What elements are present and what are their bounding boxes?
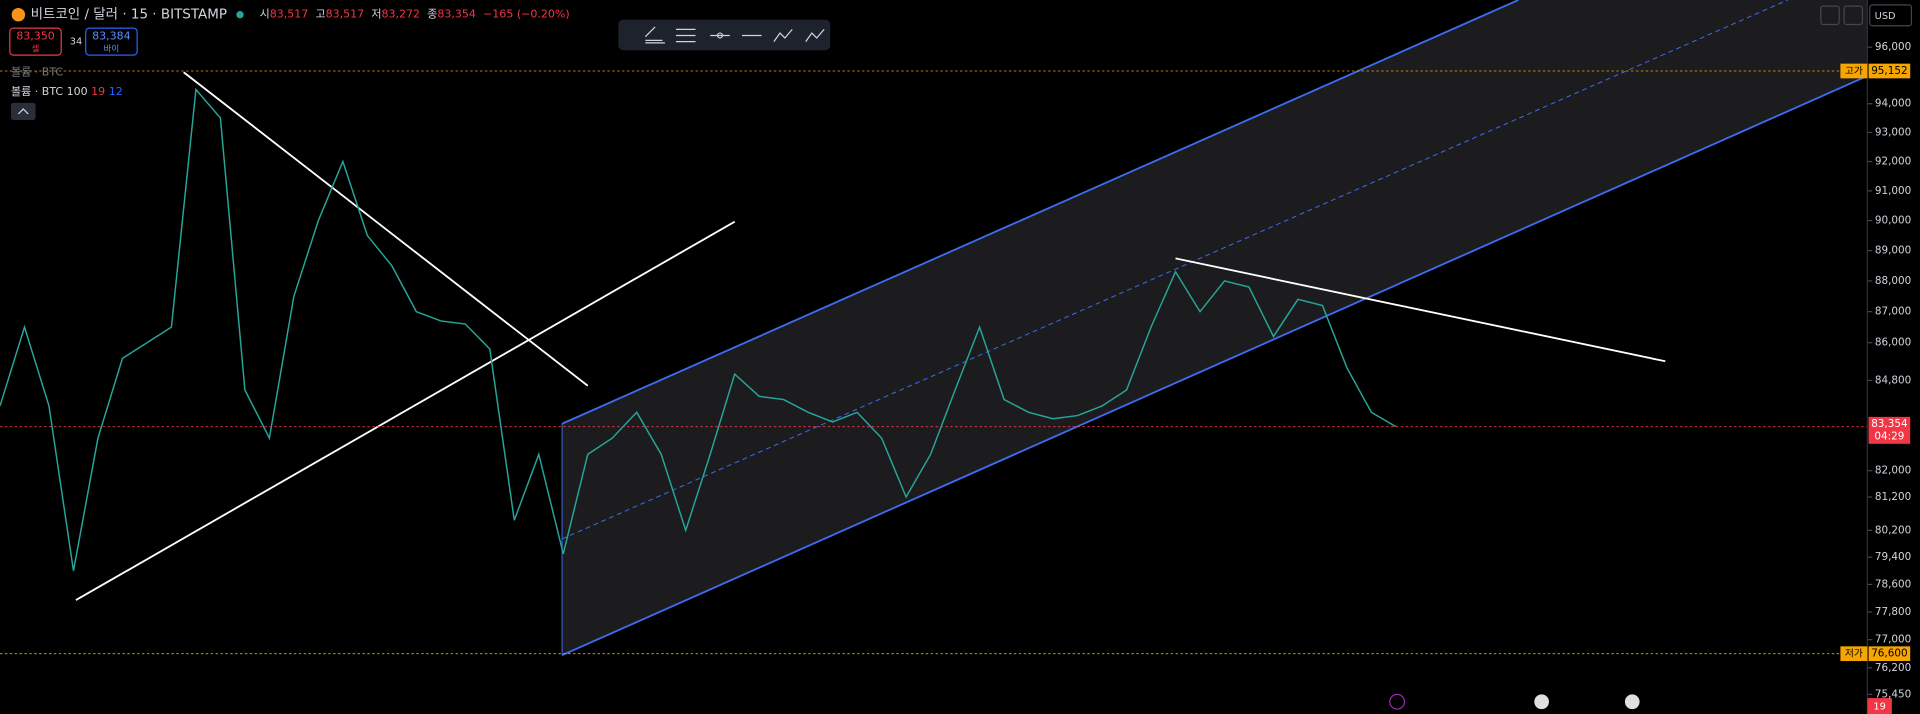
refresh-button[interactable] <box>1843 5 1864 26</box>
y-tick-label: 96,000 <box>1875 41 1911 53</box>
coin-icon <box>11 7 26 22</box>
low-tag: 저가 <box>1845 648 1863 660</box>
low-label-bg <box>1868 646 1911 662</box>
price-line <box>0 87 1397 571</box>
download-button[interactable] <box>1820 5 1840 26</box>
y-tick-label: 77,800 <box>1875 606 1911 618</box>
y-tick-label: 78,600 <box>1875 578 1911 590</box>
event-icon[interactable] <box>1389 693 1406 710</box>
last-price-bg <box>1868 416 1911 444</box>
y-tick-label: 75,450 <box>1875 688 1911 700</box>
buy-button[interactable] <box>85 27 138 56</box>
y-tick-label: 91,000 <box>1875 185 1911 197</box>
y-tick-label: 93,000 <box>1875 126 1911 138</box>
y-tick-label: 89,000 <box>1875 245 1911 257</box>
y-tick-label: 87,000 <box>1875 306 1911 318</box>
ohlc: 시83,517 고83,517 저83,272 종83,354 −165 (−0… <box>260 8 570 21</box>
high-label-bg <box>1868 63 1911 79</box>
y-tick-label: 94,000 <box>1875 98 1911 110</box>
y-tick-label: 92,000 <box>1875 156 1911 168</box>
y-tick-label: 90,000 <box>1875 215 1911 227</box>
y-tick-label: 79,400 <box>1875 551 1911 563</box>
y-tick-label: 77,000 <box>1875 634 1911 646</box>
sell-button[interactable] <box>9 27 62 56</box>
high-tag-bg <box>1840 63 1868 79</box>
collapse-icon <box>17 108 29 115</box>
event-icon[interactable] <box>1534 694 1549 710</box>
buy-label[interactable]: 바이 <box>104 43 120 54</box>
status-dot <box>236 11 244 19</box>
trendline <box>1175 257 1666 363</box>
channel-mid <box>561 0 1788 540</box>
low-label: 76,600 <box>1871 648 1907 660</box>
y-tick-label: 88,000 <box>1875 275 1911 287</box>
indicator: 볼륨 · BTC 100 19 12 <box>11 85 123 98</box>
currency[interactable]: USD <box>1875 11 1896 22</box>
y-tick-label: 82,000 <box>1875 465 1911 477</box>
low-tag-bg <box>1840 646 1868 662</box>
collapse-button[interactable] <box>11 102 36 121</box>
currency-button[interactable] <box>1869 4 1913 27</box>
last-price: 83,354 <box>1871 418 1908 430</box>
volume-badge: 19 <box>1873 702 1885 713</box>
y-tick-label: 80,200 <box>1875 524 1911 536</box>
badge <box>1867 698 1892 714</box>
high-label: 95,152 <box>1871 65 1907 77</box>
indicator: 볼륨 · BTC <box>11 65 63 78</box>
channel-fill <box>562 0 1868 656</box>
high-tag: 고가 <box>1845 65 1863 77</box>
y-tick-label: 86,000 <box>1875 337 1911 349</box>
toolbar-icons[interactable] <box>644 26 825 44</box>
y-tick-label: 84,800 <box>1875 374 1911 386</box>
sell-label[interactable]: 셀 <box>32 43 40 54</box>
y-tick-label: 76,200 <box>1875 662 1911 674</box>
buy-price[interactable]: 83,384 <box>92 30 131 43</box>
sell-price[interactable]: 83,350 <box>16 30 55 43</box>
price-axis <box>1867 0 1920 714</box>
trendline <box>75 220 736 601</box>
plot-area <box>0 0 1868 657</box>
countdown: 04:29 <box>1874 430 1904 442</box>
trendline <box>183 71 589 387</box>
event-icon[interactable] <box>1624 694 1640 710</box>
spread: 34 <box>70 37 82 48</box>
y-tick-label: 81,200 <box>1875 491 1911 503</box>
channel-lower <box>561 75 1868 657</box>
symbol: 비트코인 / 달러 · 15 · BITSTAMP <box>31 7 227 23</box>
